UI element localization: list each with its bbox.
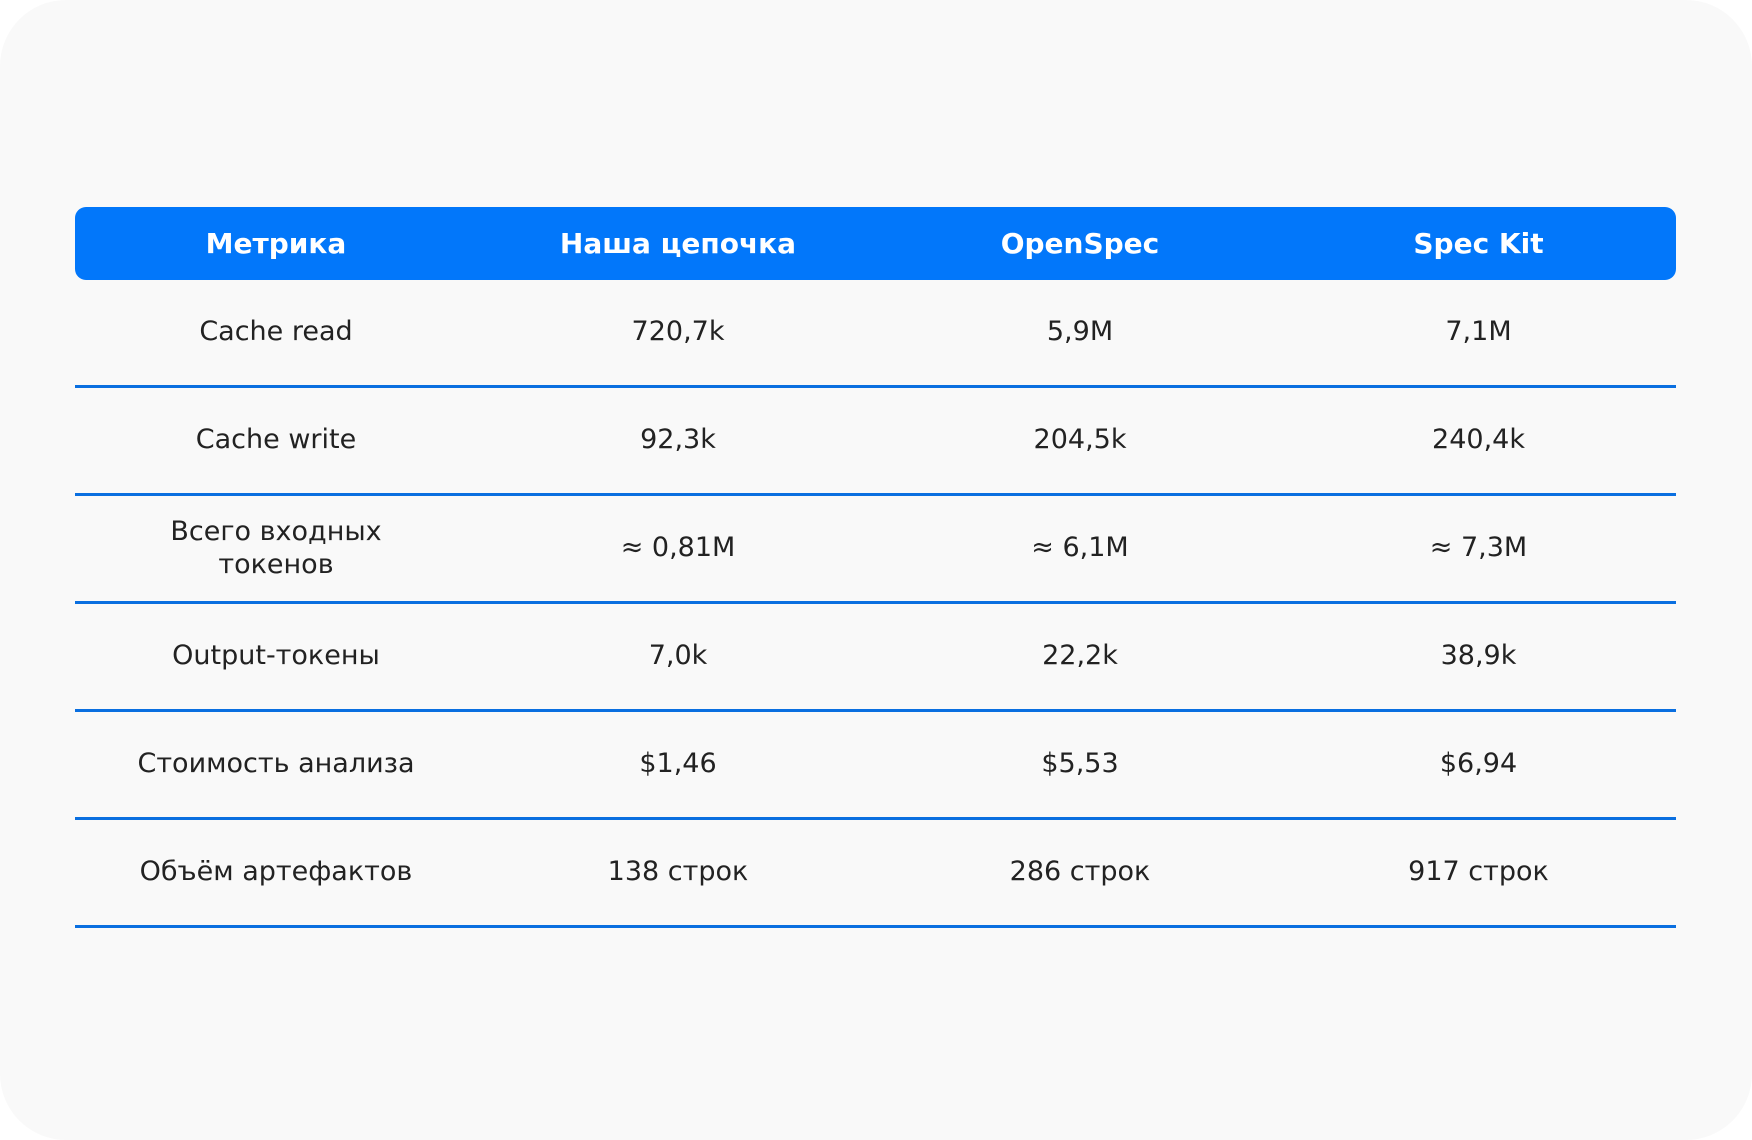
table-body: Cache read 720,7k 5,9M 7,1M Cache write 92,3k…	[75, 280, 1676, 928]
value-cell: 286 строк	[879, 818, 1281, 928]
value-cell: $6,94	[1281, 710, 1676, 820]
metric-cell: Стоимость анализа	[75, 710, 477, 820]
value-cell: 917 строк	[1281, 818, 1676, 928]
table-row: Cache read 720,7k 5,9M 7,1M	[75, 280, 1676, 388]
metric-cell: Cache write	[75, 386, 477, 496]
value-cell: 138 строк	[477, 818, 879, 928]
metric-cell: Output-токены	[75, 602, 477, 712]
value-cell: $5,53	[879, 710, 1281, 820]
value-cell: 7,1M	[1281, 280, 1676, 388]
metric-cell: Объём артефактов	[75, 818, 477, 928]
table-row: Cache write 92,3k 204,5k 240,4k	[75, 386, 1676, 496]
table-row: Стоимость анализа $1,46 $5,53 $6,94	[75, 710, 1676, 820]
value-cell: 204,5k	[879, 386, 1281, 496]
value-cell: $1,46	[477, 710, 879, 820]
header-cell: Метрика	[75, 207, 477, 280]
table-row: Output-токены 7,0k 22,2k 38,9k	[75, 602, 1676, 712]
value-cell: 38,9k	[1281, 602, 1676, 712]
comparison-table: Метрика Наша цепочка OpenSpec Spec Kit Cach…	[75, 207, 1676, 928]
metric-cell: Всего входных токенов	[75, 494, 477, 604]
table-row: Объём артефактов 138 строк 286 строк 917 ст…	[75, 818, 1676, 928]
table-row: Всего входных токенов ≈ 0,81M ≈ 6,1M ≈ 7,3M	[75, 494, 1676, 604]
metric-cell: Cache read	[75, 280, 477, 388]
value-cell: 5,9M	[879, 280, 1281, 388]
value-cell: ≈ 6,1M	[879, 494, 1281, 604]
header-cell: OpenSpec	[879, 207, 1281, 280]
header-cell: Наша цепочка	[477, 207, 879, 280]
value-cell: 720,7k	[477, 280, 879, 388]
value-cell: 92,3k	[477, 386, 879, 496]
value-cell: ≈ 7,3M	[1281, 494, 1676, 604]
value-cell: 22,2k	[879, 602, 1281, 712]
value-cell: 7,0k	[477, 602, 879, 712]
header-cell: Spec Kit	[1281, 207, 1676, 280]
value-cell: ≈ 0,81M	[477, 494, 879, 604]
header-row: Метрика Наша цепочка OpenSpec Spec Kit	[75, 207, 1676, 280]
value-cell: 240,4k	[1281, 386, 1676, 496]
